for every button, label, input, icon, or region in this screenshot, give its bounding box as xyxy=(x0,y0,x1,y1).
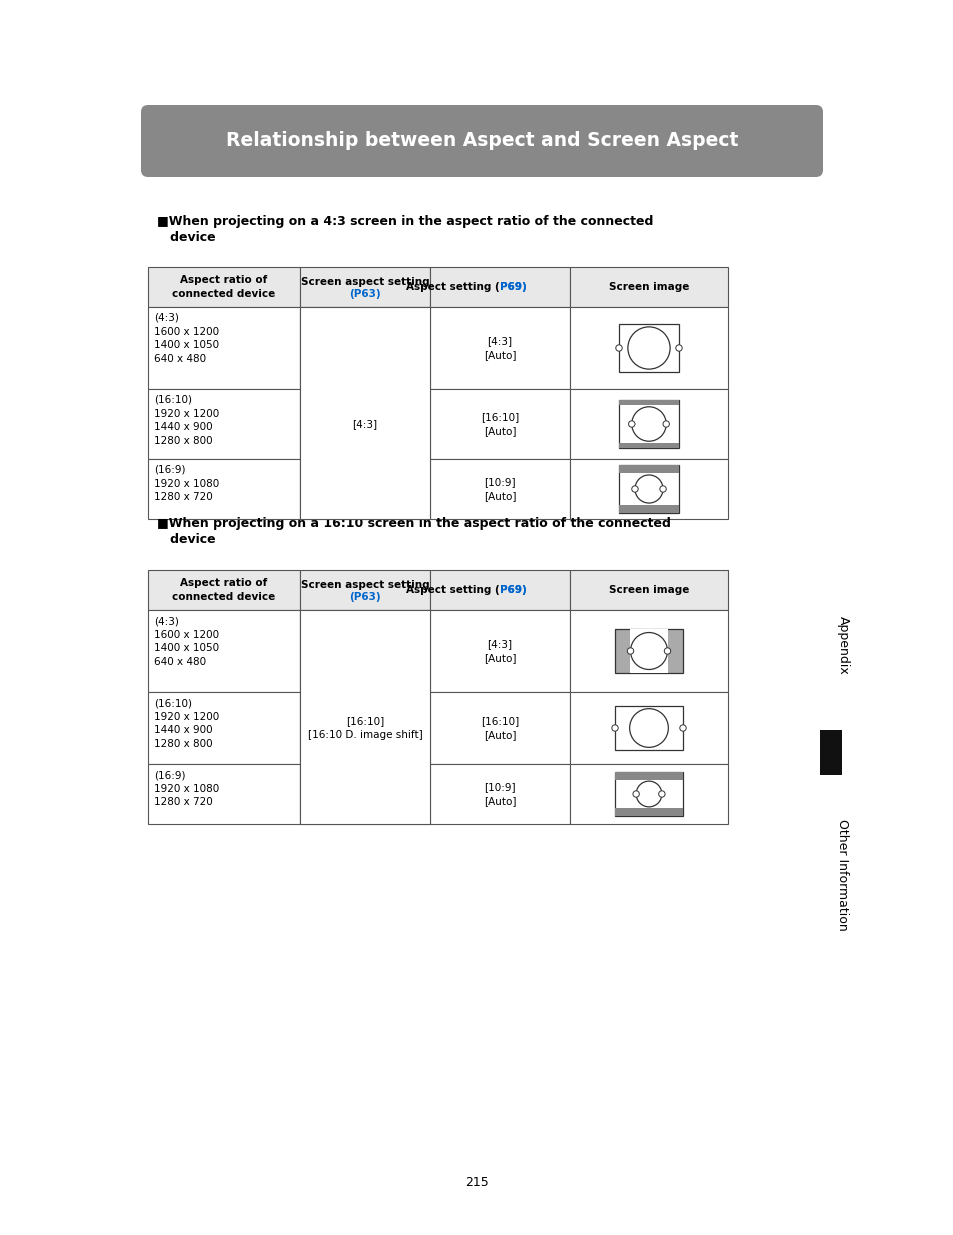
FancyBboxPatch shape xyxy=(141,105,822,177)
Bar xyxy=(820,730,841,776)
Text: device: device xyxy=(157,534,215,546)
Text: P69): P69) xyxy=(499,282,526,291)
Circle shape xyxy=(659,485,665,493)
Bar xyxy=(299,308,430,389)
Bar xyxy=(430,459,569,519)
Bar xyxy=(299,267,430,308)
Circle shape xyxy=(627,327,669,369)
Circle shape xyxy=(675,345,681,351)
Bar xyxy=(430,692,569,764)
Text: Other Information: Other Information xyxy=(836,819,848,931)
Bar xyxy=(569,692,727,764)
Text: [4:3]: [4:3] xyxy=(352,419,377,429)
Circle shape xyxy=(627,648,633,655)
Text: [4:3]
[Auto]: [4:3] [Auto] xyxy=(483,336,516,359)
Text: Screen aspect setting: Screen aspect setting xyxy=(300,580,429,590)
Text: ■When projecting on a 4:3 screen in the aspect ratio of the connected: ■When projecting on a 4:3 screen in the … xyxy=(157,215,653,228)
Bar xyxy=(569,308,727,389)
Text: [4:3]
[Auto]: [4:3] [Auto] xyxy=(483,638,516,663)
Bar xyxy=(618,324,679,372)
Bar xyxy=(569,459,727,519)
Bar xyxy=(430,308,569,389)
Bar xyxy=(148,459,299,519)
Bar xyxy=(299,308,430,519)
Bar xyxy=(615,629,682,673)
Circle shape xyxy=(629,709,668,747)
Bar xyxy=(618,400,679,448)
Text: [16:10]
[Auto]: [16:10] [Auto] xyxy=(480,716,518,740)
Bar xyxy=(618,505,679,513)
Text: Aspect setting (: Aspect setting ( xyxy=(406,585,499,595)
Circle shape xyxy=(615,345,621,351)
Circle shape xyxy=(632,790,639,798)
Bar xyxy=(618,466,679,473)
Text: P69): P69) xyxy=(499,282,526,291)
Circle shape xyxy=(679,725,685,731)
Circle shape xyxy=(628,421,635,427)
Text: ■When projecting on a 16:10 screen in the aspect ratio of the connected: ■When projecting on a 16:10 screen in th… xyxy=(157,517,670,530)
Bar xyxy=(299,610,430,824)
Text: (16:9)
1920 x 1080
1280 x 720: (16:9) 1920 x 1080 1280 x 720 xyxy=(153,466,219,503)
Circle shape xyxy=(658,790,664,798)
Text: [10:9]
[Auto]: [10:9] [Auto] xyxy=(483,477,516,501)
Bar xyxy=(299,389,430,459)
Bar xyxy=(299,571,430,610)
Bar xyxy=(569,267,727,308)
Bar xyxy=(430,610,569,692)
Text: Screen image: Screen image xyxy=(608,282,688,291)
Bar xyxy=(148,764,299,824)
Bar xyxy=(299,764,430,824)
Circle shape xyxy=(635,475,662,503)
Bar xyxy=(569,571,727,610)
Bar xyxy=(615,808,682,816)
Circle shape xyxy=(662,421,669,427)
Circle shape xyxy=(611,725,618,731)
Bar xyxy=(569,764,727,824)
Bar xyxy=(430,571,569,610)
Text: Relationship between Aspect and Screen Aspect: Relationship between Aspect and Screen A… xyxy=(226,131,738,151)
Text: Screen aspect setting: Screen aspect setting xyxy=(300,277,429,287)
Text: Aspect ratio of
connected device: Aspect ratio of connected device xyxy=(172,578,275,601)
Text: (16:10)
1920 x 1200
1440 x 900
1280 x 800: (16:10) 1920 x 1200 1440 x 900 1280 x 80… xyxy=(153,395,219,446)
Text: Appendix: Appendix xyxy=(836,615,848,674)
Circle shape xyxy=(636,781,661,806)
Bar xyxy=(148,389,299,459)
Bar xyxy=(430,267,569,308)
Text: (4:3)
1600 x 1200
1400 x 1050
640 x 480: (4:3) 1600 x 1200 1400 x 1050 640 x 480 xyxy=(153,616,219,667)
Bar xyxy=(618,466,679,513)
Text: (P63): (P63) xyxy=(349,592,380,601)
Circle shape xyxy=(631,485,638,493)
Text: Aspect ratio of
connected device: Aspect ratio of connected device xyxy=(172,275,275,299)
Bar xyxy=(430,389,569,459)
Bar xyxy=(148,308,299,389)
Bar xyxy=(148,692,299,764)
Text: (16:9)
1920 x 1080
1280 x 720: (16:9) 1920 x 1080 1280 x 720 xyxy=(153,769,219,808)
Bar xyxy=(618,442,679,448)
Circle shape xyxy=(630,632,667,669)
Bar xyxy=(569,610,727,692)
Bar xyxy=(629,629,668,673)
Text: [16:10]
[Auto]: [16:10] [Auto] xyxy=(480,412,518,436)
Bar xyxy=(299,692,430,764)
Bar xyxy=(430,764,569,824)
Text: Screen image: Screen image xyxy=(608,585,688,595)
Text: (4:3)
1600 x 1200
1400 x 1050
640 x 480: (4:3) 1600 x 1200 1400 x 1050 640 x 480 xyxy=(153,312,219,364)
Text: device: device xyxy=(157,231,215,245)
Bar xyxy=(299,610,430,692)
Bar xyxy=(615,772,682,816)
Bar xyxy=(569,389,727,459)
Text: Aspect setting (: Aspect setting ( xyxy=(406,282,499,291)
Bar xyxy=(299,459,430,519)
Text: (16:10)
1920 x 1200
1440 x 900
1280 x 800: (16:10) 1920 x 1200 1440 x 900 1280 x 80… xyxy=(153,698,219,748)
Text: 215: 215 xyxy=(465,1177,488,1189)
Circle shape xyxy=(663,648,670,655)
Text: P69): P69) xyxy=(499,585,526,595)
Text: P69): P69) xyxy=(499,585,526,595)
Bar xyxy=(615,772,682,779)
Bar xyxy=(148,610,299,692)
Bar xyxy=(618,400,679,405)
Bar xyxy=(148,267,299,308)
Circle shape xyxy=(631,406,665,441)
Bar xyxy=(148,571,299,610)
Text: [16:10]
[16:10 D. image shift]: [16:10] [16:10 D. image shift] xyxy=(307,716,422,740)
